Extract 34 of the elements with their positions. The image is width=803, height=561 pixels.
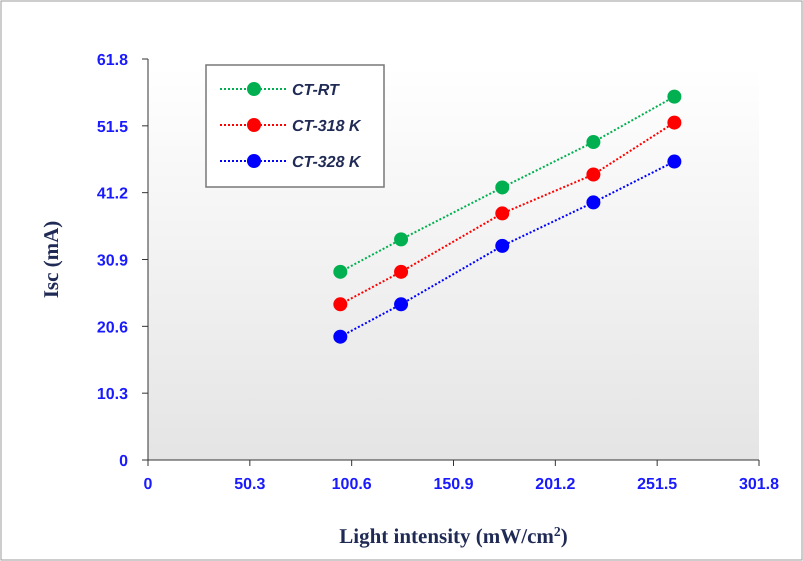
y-tick-label: 0 bbox=[119, 453, 128, 470]
point bbox=[586, 135, 600, 150]
point bbox=[333, 264, 348, 279]
legend-label: CT-328 K bbox=[292, 154, 362, 171]
x-tick-label: 251.5 bbox=[637, 476, 678, 493]
x-tick-label: 0 bbox=[144, 476, 153, 493]
point bbox=[333, 297, 348, 312]
x-tick-label: 50.3 bbox=[234, 476, 266, 493]
y-tick-label: 61.8 bbox=[96, 52, 128, 69]
point bbox=[667, 116, 682, 130]
point bbox=[495, 206, 510, 220]
point bbox=[394, 264, 408, 279]
point bbox=[495, 180, 510, 194]
point bbox=[586, 168, 600, 182]
point bbox=[667, 90, 682, 104]
point bbox=[667, 154, 682, 169]
x-tick-label: 100.6 bbox=[332, 476, 372, 493]
point bbox=[394, 232, 408, 246]
point bbox=[586, 195, 600, 210]
x-tick-label: 301.8 bbox=[738, 476, 780, 493]
point bbox=[394, 297, 408, 312]
x-axis-title: Light intensity (mW/cm$^{2}$) bbox=[339, 524, 568, 548]
y-tick-label: 10.3 bbox=[96, 386, 128, 404]
point bbox=[333, 330, 348, 344]
y-tick-label: 20.6 bbox=[96, 319, 128, 336]
y-tick-label: 41.2 bbox=[96, 186, 128, 203]
legend-label: CT-RT bbox=[292, 82, 340, 99]
y-tick-label: 51.5 bbox=[96, 118, 128, 136]
y-axis-title: Isc (mA) bbox=[39, 220, 63, 298]
y-tick-label: 30.9 bbox=[96, 252, 128, 270]
x-tick-label: 201.2 bbox=[535, 476, 576, 493]
legend-label: CT-318 K bbox=[292, 118, 362, 135]
x-tick-label: 150.9 bbox=[433, 476, 474, 493]
point bbox=[495, 238, 510, 253]
